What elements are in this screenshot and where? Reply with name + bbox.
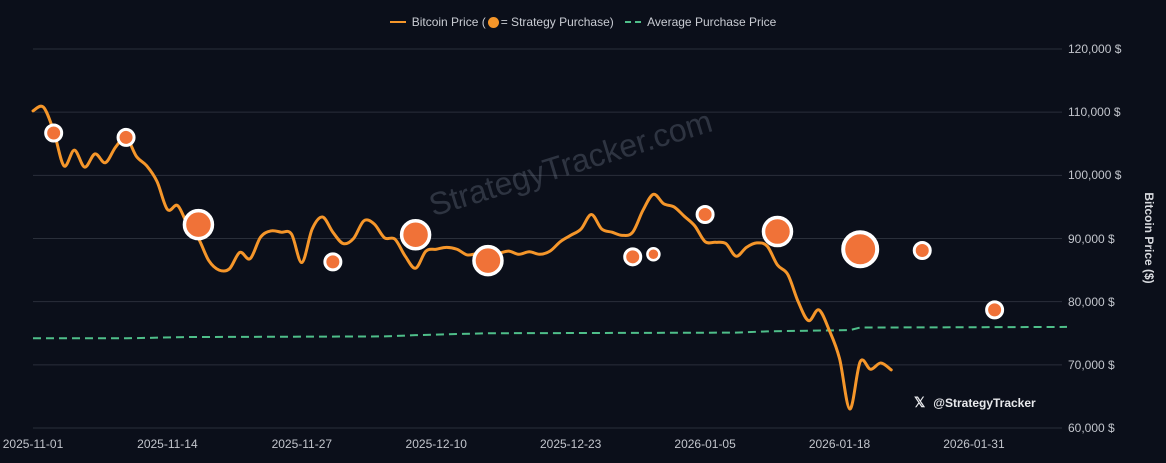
purchase-marker[interactable]: [116, 127, 136, 147]
x-tick-label: 2025-11-27: [271, 437, 333, 451]
x-tick-label: 2025-11-14: [137, 437, 198, 451]
purchase-marker[interactable]: [182, 208, 215, 241]
legend-item-average-purchase-price[interactable]: Average Purchase Price: [625, 15, 776, 29]
purchase-markers: [44, 123, 1005, 320]
legend-avg-label: Average Purchase Price: [647, 15, 777, 29]
social-handle: 𝕏 @StrategyTracker: [914, 394, 1036, 411]
purchase-marker[interactable]: [761, 215, 794, 248]
bitcoin-price-line: [31, 104, 893, 411]
purchase-marker[interactable]: [695, 204, 715, 224]
purchase-marker[interactable]: [841, 230, 880, 269]
y-tick-label: 100,000 $: [1068, 168, 1122, 183]
purchase-marker[interactable]: [912, 241, 932, 261]
legend: Bitcoin Price ( = Strategy Purchase) Ave…: [0, 12, 1166, 29]
y-tick-label: 110,000 $: [1068, 105, 1121, 120]
x-tick-label: 2025-12-23: [539, 437, 602, 451]
x-tick-label: 2025-11-01: [2, 437, 64, 451]
purchase-marker[interactable]: [985, 300, 1005, 320]
legend-price-suffix: = Strategy Purchase): [500, 15, 614, 29]
y-tick-label: 90,000 $: [1068, 231, 1115, 246]
x-tick-label: 2026-01-18: [808, 437, 871, 451]
dashed-line-icon: [625, 21, 642, 23]
legend-item-bitcoin-price[interactable]: Bitcoin Price ( = Strategy Purchase): [389, 15, 614, 29]
y-tick-label: 60,000 $: [1068, 421, 1115, 435]
handle-text: @StrategyTracker: [933, 395, 1036, 410]
legend-price-prefix: Bitcoin Price (: [411, 15, 486, 29]
purchase-marker[interactable]: [646, 247, 661, 262]
purchase-dot-icon: [487, 16, 499, 28]
average-purchase-price-line: [33, 325, 1068, 340]
y-tick-label: 120,000 $: [1068, 42, 1122, 56]
x-tick-label: 2025-12-10: [405, 437, 467, 451]
grid-lines: [33, 48, 1062, 429]
purchase-marker[interactable]: [472, 244, 504, 277]
y-axis-label: Bitcoin Price ($): [1142, 192, 1156, 284]
x-tick-label: 2026-01-31: [943, 437, 1005, 451]
purchase-marker[interactable]: [323, 252, 343, 272]
x-tick-label: 2026-01-05: [674, 437, 736, 451]
purchase-marker[interactable]: [399, 218, 432, 251]
y-tick-label: 70,000 $: [1068, 357, 1115, 372]
x-logo-icon: 𝕏: [914, 394, 926, 410]
purchase-marker[interactable]: [623, 247, 643, 267]
solid-line-icon: [389, 21, 406, 23]
purchase-marker[interactable]: [44, 123, 64, 143]
y-tick-label: 80,000 $: [1068, 294, 1115, 309]
